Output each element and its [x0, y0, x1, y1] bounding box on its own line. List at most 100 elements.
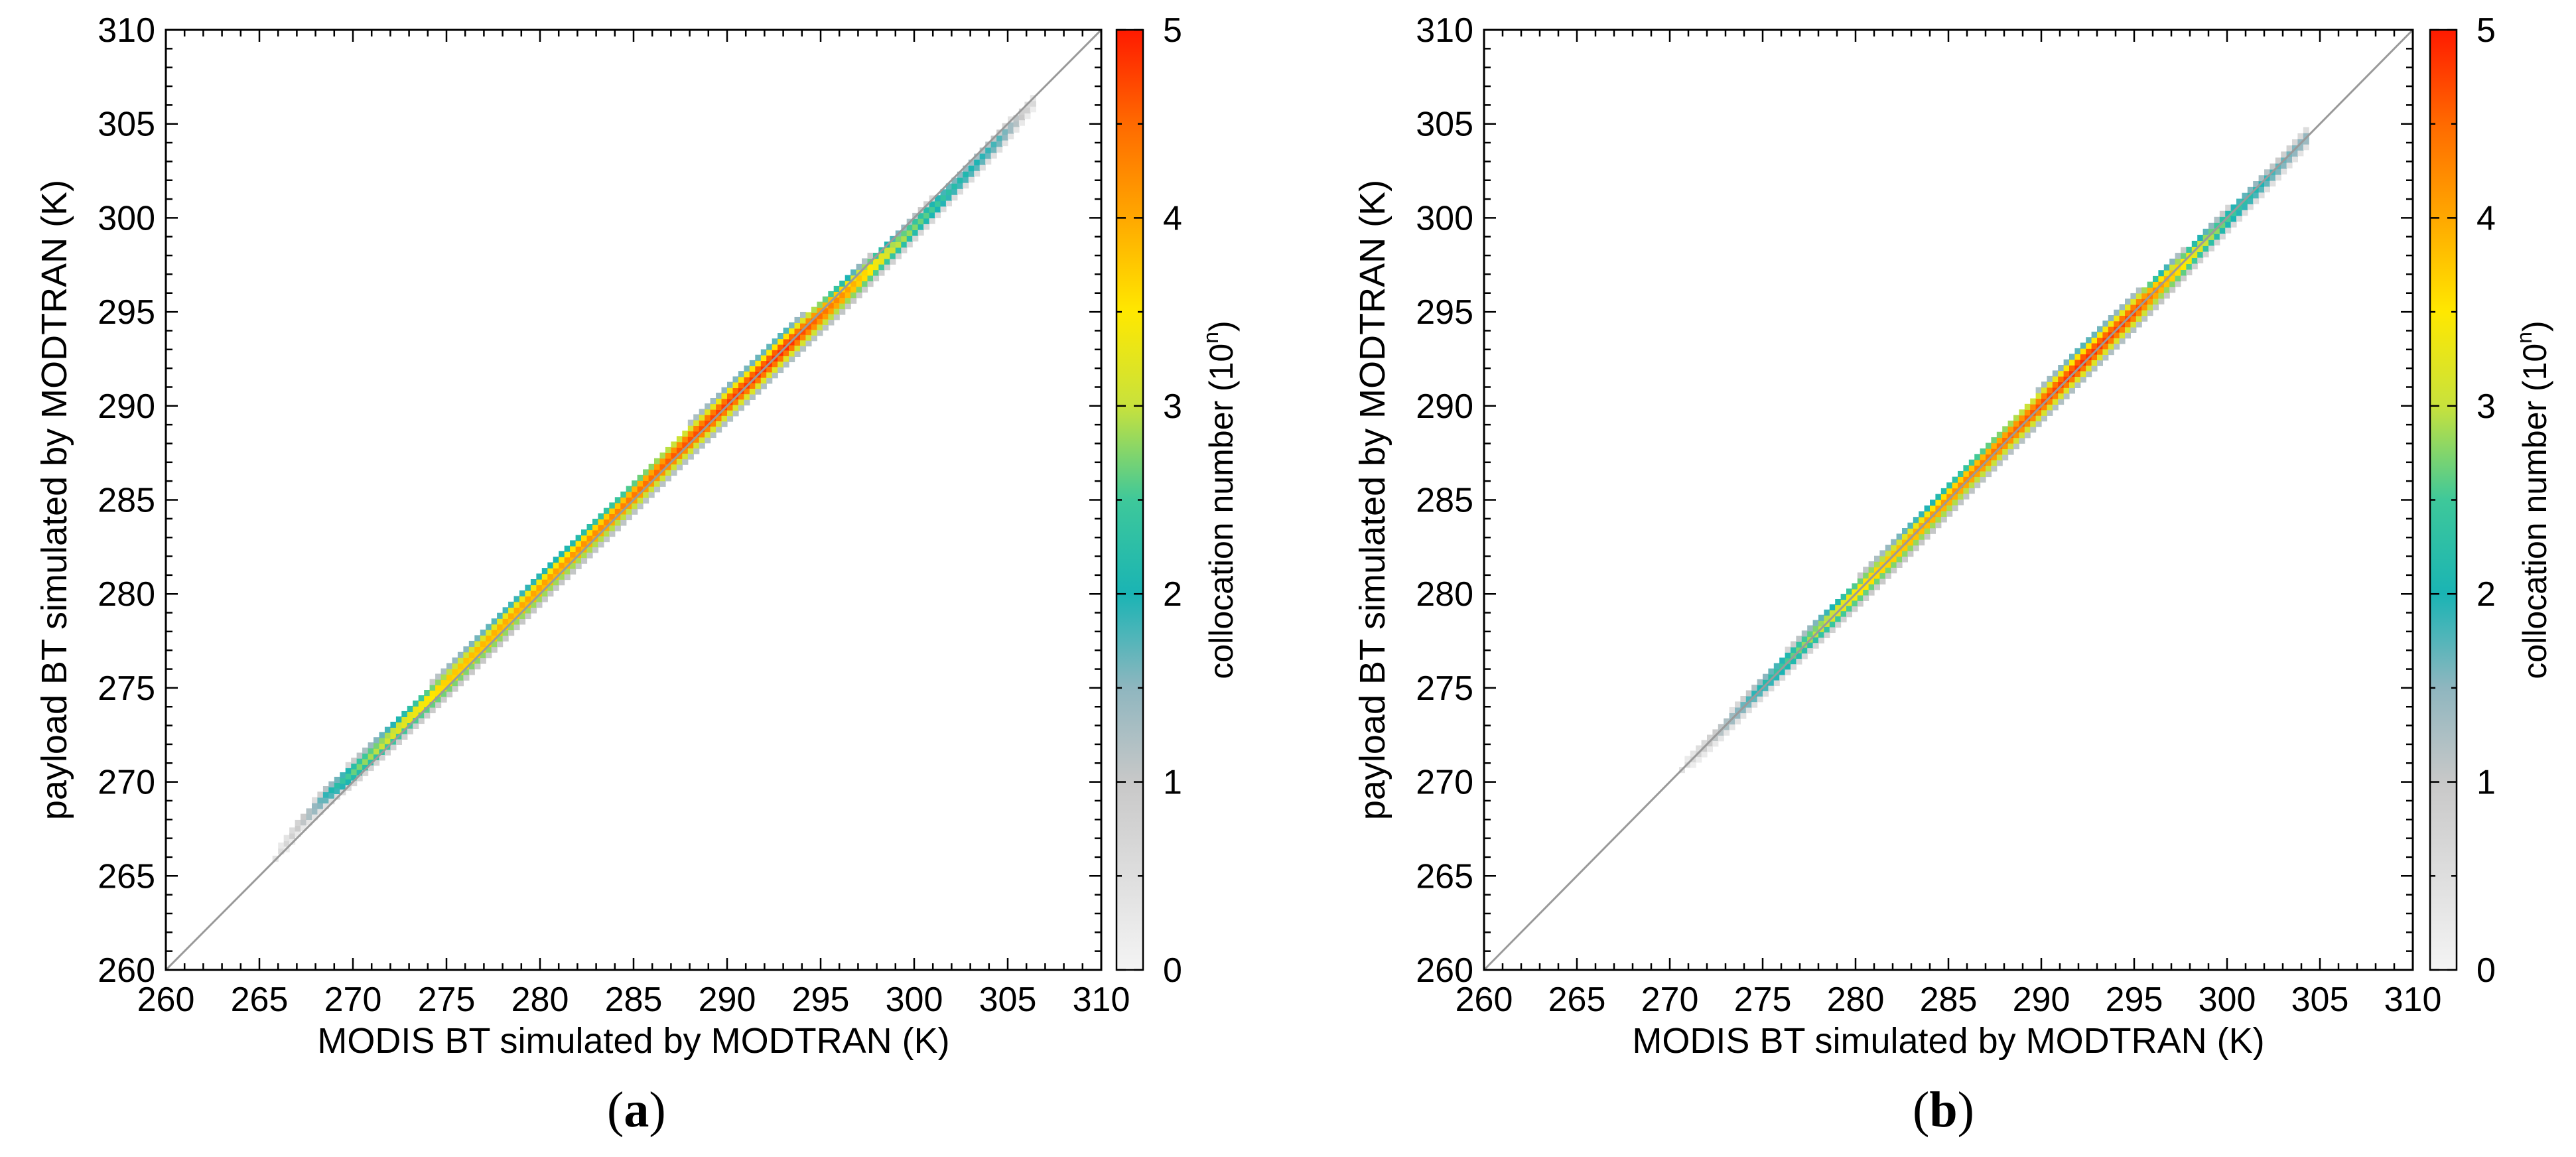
density-cell	[457, 651, 464, 658]
density-cell	[710, 398, 716, 405]
density-cell	[1940, 505, 1947, 511]
density-cell	[322, 791, 329, 798]
density-cell	[951, 194, 958, 201]
density-cell	[839, 303, 846, 310]
density-cell	[1008, 116, 1014, 123]
density-cell	[2119, 304, 2126, 310]
density-cell	[654, 458, 661, 464]
density-cell	[2086, 360, 2092, 366]
density-cell	[1924, 516, 1931, 523]
density-cell	[1924, 533, 1931, 540]
density-cell	[2130, 304, 2137, 310]
density-cell	[2135, 293, 2142, 299]
density-cell	[648, 480, 655, 487]
colorbar-title: collocation number (10n)	[2512, 320, 2553, 679]
density-cell	[963, 182, 969, 189]
density-cell	[1779, 674, 1786, 681]
colorbar-title-main: collocation number (10	[2516, 344, 2553, 679]
density-cell	[1958, 482, 1964, 488]
density-cell	[732, 387, 739, 394]
density-cell	[2130, 299, 2137, 305]
density-cell	[1824, 615, 1830, 622]
density-cell	[2242, 210, 2248, 216]
density-cell	[710, 432, 716, 439]
density-cell	[418, 701, 425, 707]
y-tick-label: 265	[1416, 857, 1473, 896]
colorbar-title-end: )	[1203, 320, 1240, 332]
density-cell	[2197, 251, 2204, 258]
density-cell	[957, 182, 963, 189]
density-cell	[699, 442, 705, 449]
panel-label-b: (b)	[1913, 1082, 1974, 1138]
density-cell	[1857, 572, 1864, 578]
density-cell	[2135, 321, 2142, 328]
density-cell	[2225, 222, 2232, 228]
density-cell	[614, 525, 621, 531]
density-cell	[2214, 228, 2220, 234]
density-cell	[778, 338, 784, 345]
density-cell	[2191, 240, 2198, 247]
density-cell	[2125, 310, 2131, 316]
density-cell	[541, 579, 548, 586]
density-cell	[2063, 359, 2070, 366]
density-cell	[508, 601, 515, 608]
density-cell	[1768, 685, 1775, 692]
density-cell	[637, 480, 644, 487]
density-cell	[452, 685, 458, 692]
density-cell	[1824, 626, 1830, 633]
density-cell	[1008, 122, 1014, 129]
density-cell	[429, 696, 436, 703]
density-cell	[1924, 522, 1931, 529]
density-cell	[833, 308, 840, 314]
density-cell	[699, 409, 705, 415]
density-cell	[1896, 556, 1903, 563]
density-cell	[1996, 454, 2003, 460]
density-cell	[828, 302, 835, 308]
density-cell	[1024, 107, 1031, 113]
density-cell	[2203, 234, 2209, 241]
density-cell	[2169, 264, 2176, 271]
density-cell	[979, 165, 986, 171]
density-cell	[536, 579, 543, 586]
density-cell	[1779, 663, 1786, 669]
density-cell	[2147, 287, 2153, 294]
density-cell	[996, 146, 1003, 153]
density-cell	[1935, 505, 1942, 511]
density-cell	[1807, 642, 1814, 649]
density-cell	[373, 748, 380, 755]
x-tick-label: 295	[792, 981, 850, 1019]
density-cell	[2114, 315, 2120, 322]
density-cell	[2102, 320, 2109, 327]
density-cell	[839, 292, 846, 299]
density-cell	[2186, 269, 2193, 275]
density-cell	[547, 590, 554, 597]
density-cell	[1896, 533, 1903, 540]
density-cell	[1980, 459, 1986, 466]
density-cell	[581, 557, 588, 564]
density-cell	[1779, 669, 1786, 675]
density-cell	[592, 524, 599, 531]
density-cell	[766, 349, 773, 356]
density-cell	[890, 253, 896, 259]
density-cell	[2281, 163, 2287, 169]
density-cell	[1801, 630, 1808, 637]
density-cell	[441, 697, 447, 703]
density-cell	[783, 361, 789, 368]
density-cell	[648, 469, 655, 476]
density-cell	[727, 387, 734, 394]
density-cell	[2091, 360, 2098, 366]
x-tick-label: 310	[1073, 981, 1130, 1019]
density-cell	[295, 825, 301, 832]
density-cell	[2275, 169, 2281, 175]
y-tick-label: 305	[1416, 105, 1473, 144]
density-cell	[2292, 151, 2298, 157]
density-cell	[334, 776, 340, 783]
density-cell	[985, 153, 992, 159]
density-cell	[1729, 713, 1735, 719]
density-cell	[457, 674, 464, 681]
density-cell	[2002, 448, 2009, 455]
x-tick-label: 290	[2013, 981, 2070, 1019]
density-cell	[2052, 404, 2059, 411]
density-cell	[1974, 482, 1981, 488]
density-cell	[1791, 647, 1796, 653]
